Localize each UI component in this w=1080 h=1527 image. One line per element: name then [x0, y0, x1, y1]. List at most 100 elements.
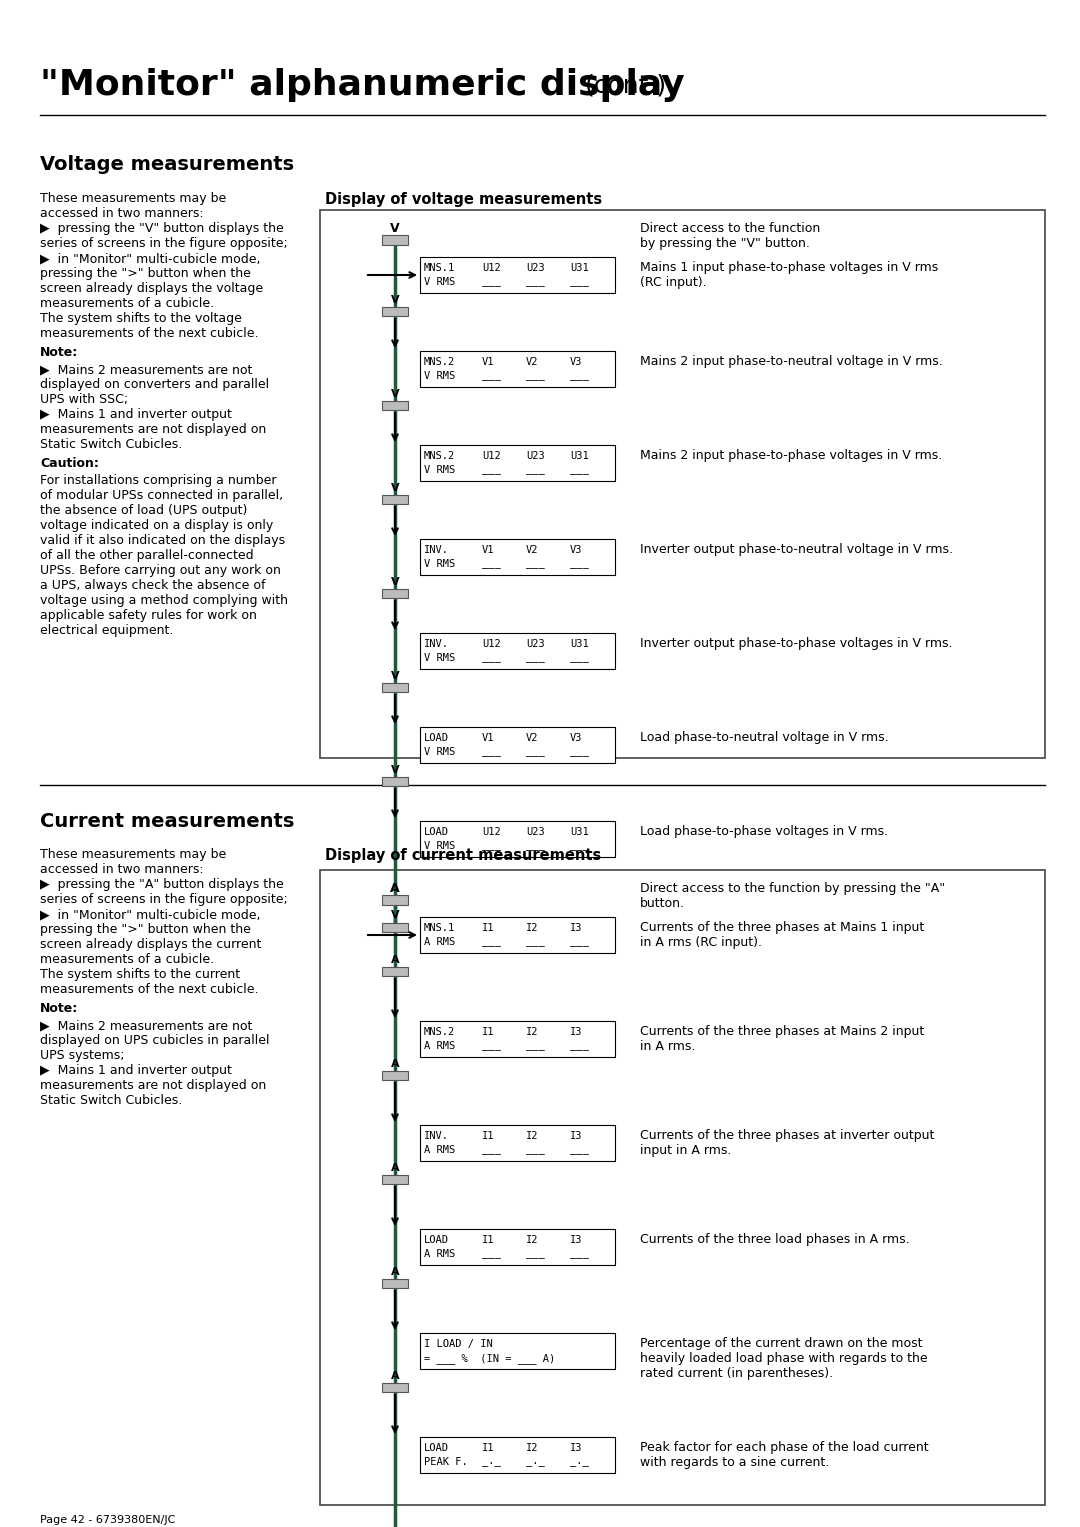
Text: ___: ___ — [482, 276, 501, 287]
Text: screen already displays the current: screen already displays the current — [40, 938, 261, 951]
Bar — [320, 211, 1045, 757]
Text: U31: U31 — [570, 450, 589, 461]
Text: MNS.2: MNS.2 — [424, 1028, 456, 1037]
Text: V RMS: V RMS — [424, 654, 456, 663]
Text: PEAK F.: PEAK F. — [424, 1457, 468, 1467]
Bar — [382, 967, 408, 976]
Text: series of screens in the figure opposite;: series of screens in the figure opposite… — [40, 237, 287, 250]
Text: a UPS, always check the absence of: a UPS, always check the absence of — [40, 579, 266, 592]
Text: I1: I1 — [482, 1132, 495, 1141]
Text: V: V — [390, 221, 400, 235]
Text: Current measurements: Current measurements — [40, 812, 295, 831]
Text: ___: ___ — [570, 559, 589, 570]
Text: U23: U23 — [526, 450, 544, 461]
Text: ___: ___ — [482, 1145, 501, 1154]
Text: _._: _._ — [570, 1457, 589, 1467]
Text: A: A — [391, 1060, 400, 1069]
Text: LOAD: LOAD — [424, 1443, 449, 1454]
Text: V: V — [391, 765, 400, 776]
Text: U31: U31 — [570, 263, 589, 273]
Text: LOAD: LOAD — [424, 828, 449, 837]
Text: ___: ___ — [482, 559, 501, 570]
Text: V RMS: V RMS — [424, 276, 456, 287]
Bar — [420, 1333, 615, 1370]
Text: The system shifts to the voltage: The system shifts to the voltage — [40, 312, 242, 325]
Text: Static Switch Cubicles.: Static Switch Cubicles. — [40, 438, 183, 450]
Text: A RMS: A RMS — [424, 1249, 456, 1258]
Text: valid if it also indicated on the displays: valid if it also indicated on the displa… — [40, 534, 285, 547]
Bar — [382, 895, 408, 906]
Bar — [382, 683, 408, 692]
Text: electrical equipment.: electrical equipment. — [40, 625, 174, 637]
Text: ▶  pressing the "A" button displays the: ▶ pressing the "A" button displays the — [40, 878, 284, 890]
Bar — [420, 822, 615, 857]
Bar — [382, 235, 408, 244]
Text: A RMS: A RMS — [424, 1145, 456, 1154]
Text: U23: U23 — [526, 638, 544, 649]
Text: measurements of a cubicle.: measurements of a cubicle. — [40, 953, 214, 967]
Text: V1: V1 — [482, 357, 495, 366]
Text: UPS with SSC;: UPS with SSC; — [40, 392, 129, 406]
Bar — [382, 589, 408, 599]
Text: Caution:: Caution: — [40, 457, 99, 470]
Text: _._: _._ — [526, 1457, 544, 1467]
Text: measurements of the next cubicle.: measurements of the next cubicle. — [40, 983, 258, 996]
Text: ___: ___ — [482, 654, 501, 663]
Text: I2: I2 — [526, 1028, 539, 1037]
Text: V: V — [391, 670, 400, 681]
Text: I3: I3 — [570, 1443, 582, 1454]
Text: U12: U12 — [482, 263, 501, 273]
Text: I1: I1 — [482, 922, 495, 933]
Text: ___: ___ — [570, 466, 589, 475]
Text: V1: V1 — [482, 545, 495, 554]
Text: Mains 1 input phase-to-phase voltages in V rms
(RC input).: Mains 1 input phase-to-phase voltages in… — [640, 261, 939, 289]
Text: INV.: INV. — [424, 1132, 449, 1141]
Text: Inverter output phase-to-phase voltages in V rms.: Inverter output phase-to-phase voltages … — [640, 637, 953, 651]
Text: ___: ___ — [526, 938, 544, 947]
Text: MNS.1: MNS.1 — [424, 922, 456, 933]
Text: A RMS: A RMS — [424, 938, 456, 947]
Text: V3: V3 — [570, 733, 582, 744]
Text: ___: ___ — [526, 654, 544, 663]
Text: Static Switch Cubicles.: Static Switch Cubicles. — [40, 1093, 183, 1107]
Text: A: A — [391, 1164, 400, 1173]
Text: accessed in two manners:: accessed in two manners: — [40, 208, 204, 220]
Text: displayed on converters and parallel: displayed on converters and parallel — [40, 379, 269, 391]
Text: V2: V2 — [526, 545, 539, 554]
Text: I1: I1 — [482, 1235, 495, 1245]
Bar — [382, 922, 408, 931]
Text: measurements are not displayed on: measurements are not displayed on — [40, 1080, 267, 1092]
Text: ___: ___ — [526, 559, 544, 570]
Text: voltage indicated on a display is only: voltage indicated on a display is only — [40, 519, 273, 531]
Text: screen already displays the voltage: screen already displays the voltage — [40, 282, 264, 295]
Text: ▶  Mains 2 measurements are not: ▶ Mains 2 measurements are not — [40, 1019, 253, 1032]
Text: ___: ___ — [482, 938, 501, 947]
Text: pressing the ">" button when the: pressing the ">" button when the — [40, 267, 251, 279]
Bar — [382, 1070, 408, 1080]
Text: ___: ___ — [482, 1041, 501, 1051]
Text: ▶  in "Monitor" multi-cubicle mode,: ▶ in "Monitor" multi-cubicle mode, — [40, 909, 260, 921]
Text: V: V — [391, 910, 400, 919]
Text: pressing the ">" button when the: pressing the ">" button when the — [40, 922, 251, 936]
Text: ▶  pressing the "V" button displays the: ▶ pressing the "V" button displays the — [40, 221, 284, 235]
Text: ___: ___ — [526, 747, 544, 757]
Text: U31: U31 — [570, 638, 589, 649]
Text: I2: I2 — [526, 1443, 539, 1454]
Text: Note:: Note: — [40, 1002, 78, 1015]
Bar — [420, 1022, 615, 1057]
Text: = ___ %  (IN = ___ A): = ___ % (IN = ___ A) — [424, 1353, 555, 1364]
Text: Peak factor for each phase of the load current
with regards to a sine current.: Peak factor for each phase of the load c… — [640, 1441, 929, 1469]
Text: These measurements may be: These measurements may be — [40, 192, 226, 205]
Bar — [420, 539, 615, 576]
Text: ___: ___ — [526, 371, 544, 382]
Text: I LOAD / IN: I LOAD / IN — [424, 1339, 492, 1348]
Text: measurements of the next cubicle.: measurements of the next cubicle. — [40, 327, 258, 341]
Text: Note:: Note: — [40, 347, 78, 359]
Text: MNS.1: MNS.1 — [424, 263, 456, 273]
Text: V: V — [391, 295, 400, 305]
Text: V RMS: V RMS — [424, 841, 456, 851]
Text: Display of current measurements: Display of current measurements — [325, 847, 602, 863]
Text: U12: U12 — [482, 828, 501, 837]
Text: Currents of the three phases at Mains 1 input
in A rms (RC input).: Currents of the three phases at Mains 1 … — [640, 921, 924, 948]
Text: ___: ___ — [570, 938, 589, 947]
